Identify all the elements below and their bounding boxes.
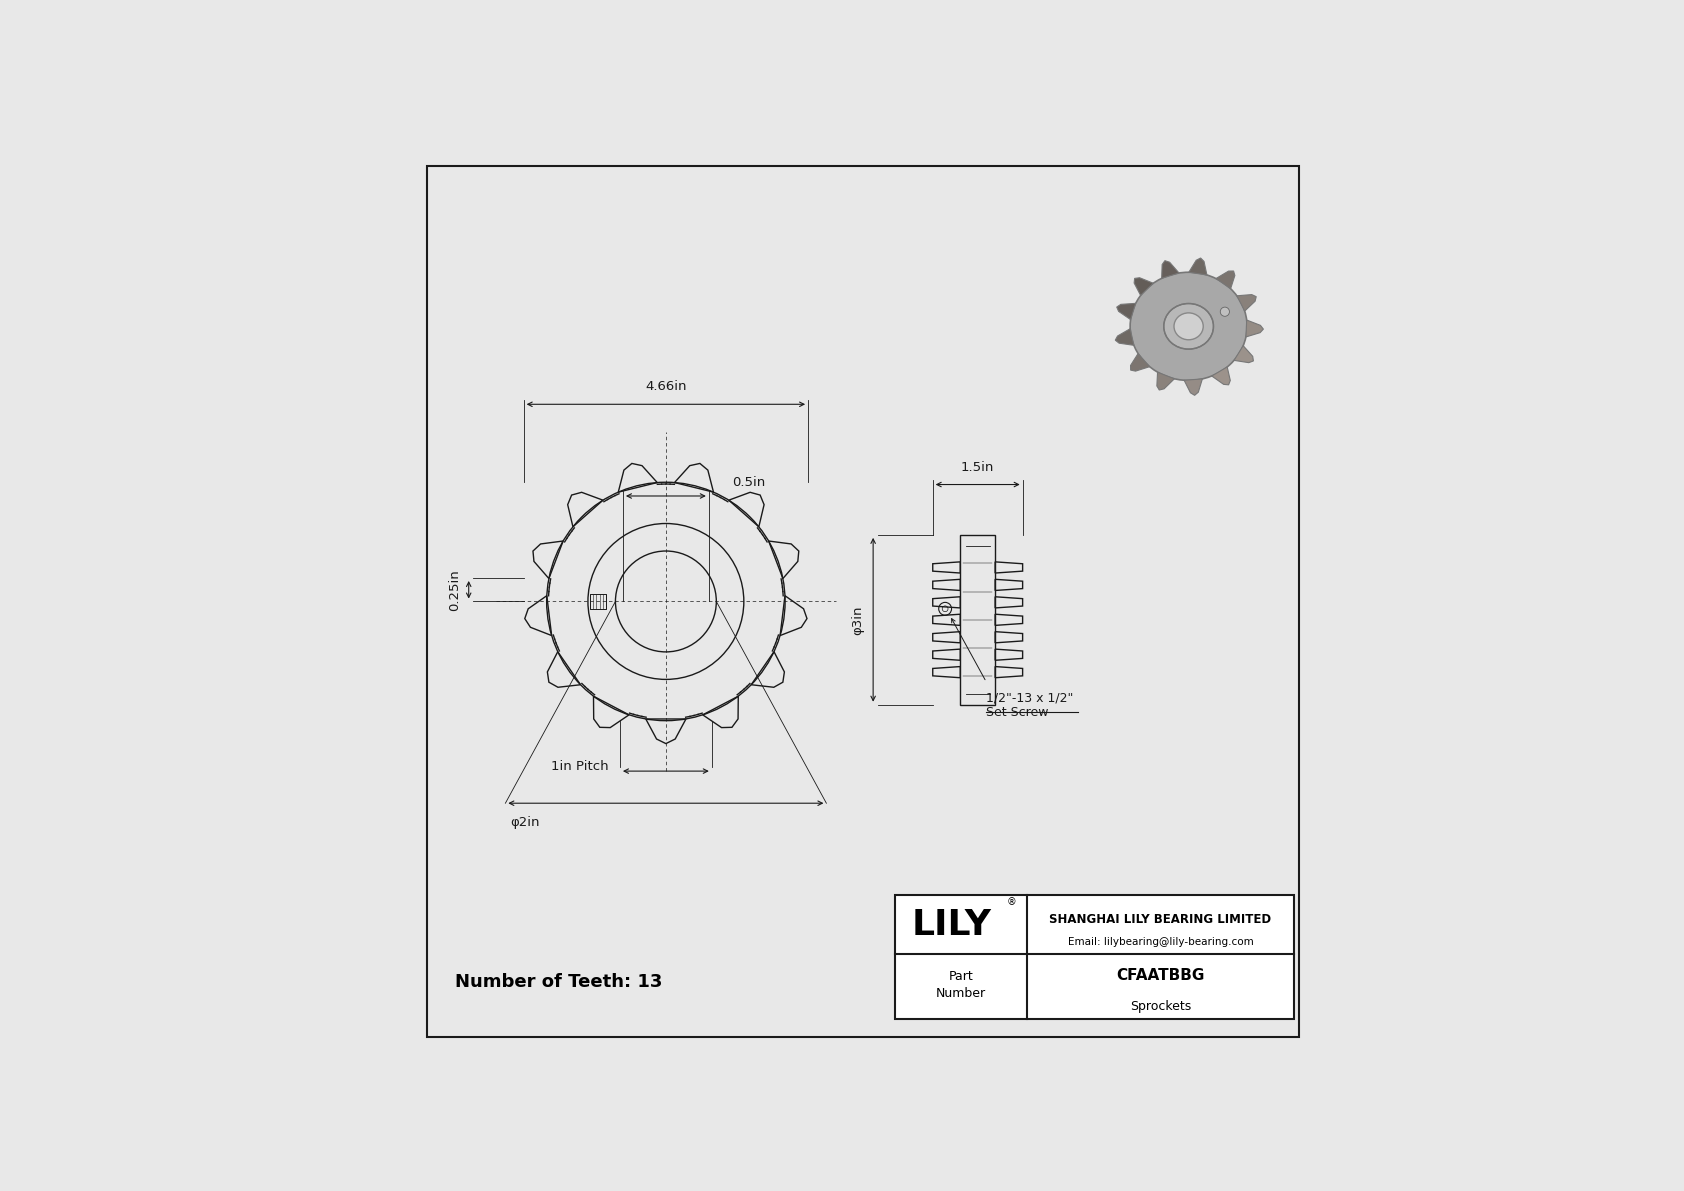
- Polygon shape: [1216, 272, 1234, 288]
- Text: 1/2"-13 x 1/2"
Set Screw: 1/2"-13 x 1/2" Set Screw: [987, 691, 1074, 719]
- Polygon shape: [1133, 278, 1154, 295]
- Polygon shape: [1162, 261, 1179, 279]
- Polygon shape: [1184, 379, 1202, 395]
- Text: Email: lilybearing@lily-bearing.com: Email: lilybearing@lily-bearing.com: [1068, 937, 1253, 947]
- Text: 4.66in: 4.66in: [645, 380, 687, 393]
- Text: 0.5in: 0.5in: [731, 475, 765, 488]
- Polygon shape: [1116, 304, 1135, 319]
- Text: ®: ®: [1007, 897, 1015, 906]
- Text: LILY: LILY: [911, 908, 992, 942]
- Polygon shape: [1246, 320, 1263, 337]
- Polygon shape: [1212, 367, 1231, 385]
- Text: φ2in: φ2in: [510, 816, 539, 829]
- Text: SHANGHAI LILY BEARING LIMITED: SHANGHAI LILY BEARING LIMITED: [1049, 913, 1271, 927]
- Bar: [589, 594, 606, 609]
- Polygon shape: [1189, 258, 1207, 275]
- Polygon shape: [1157, 372, 1174, 389]
- Circle shape: [1221, 307, 1229, 317]
- Ellipse shape: [1164, 304, 1214, 349]
- Text: φ3in: φ3in: [850, 605, 864, 635]
- Text: 1.5in: 1.5in: [962, 461, 994, 474]
- Ellipse shape: [1174, 313, 1204, 339]
- Text: 0.25in: 0.25in: [448, 569, 461, 611]
- Polygon shape: [1236, 294, 1256, 311]
- Text: Part
Number: Part Number: [936, 971, 987, 1000]
- Text: Sprockets: Sprockets: [1130, 999, 1191, 1012]
- Text: CFAATBBG: CFAATBBG: [1116, 968, 1204, 983]
- Bar: [896, 894, 1293, 1018]
- Polygon shape: [1115, 329, 1133, 345]
- Ellipse shape: [1130, 273, 1248, 380]
- Text: 1in Pitch: 1in Pitch: [551, 760, 610, 773]
- Text: Number of Teeth: 13: Number of Teeth: 13: [455, 973, 662, 991]
- Polygon shape: [1234, 345, 1253, 363]
- Bar: [960, 535, 995, 705]
- Polygon shape: [1130, 354, 1150, 372]
